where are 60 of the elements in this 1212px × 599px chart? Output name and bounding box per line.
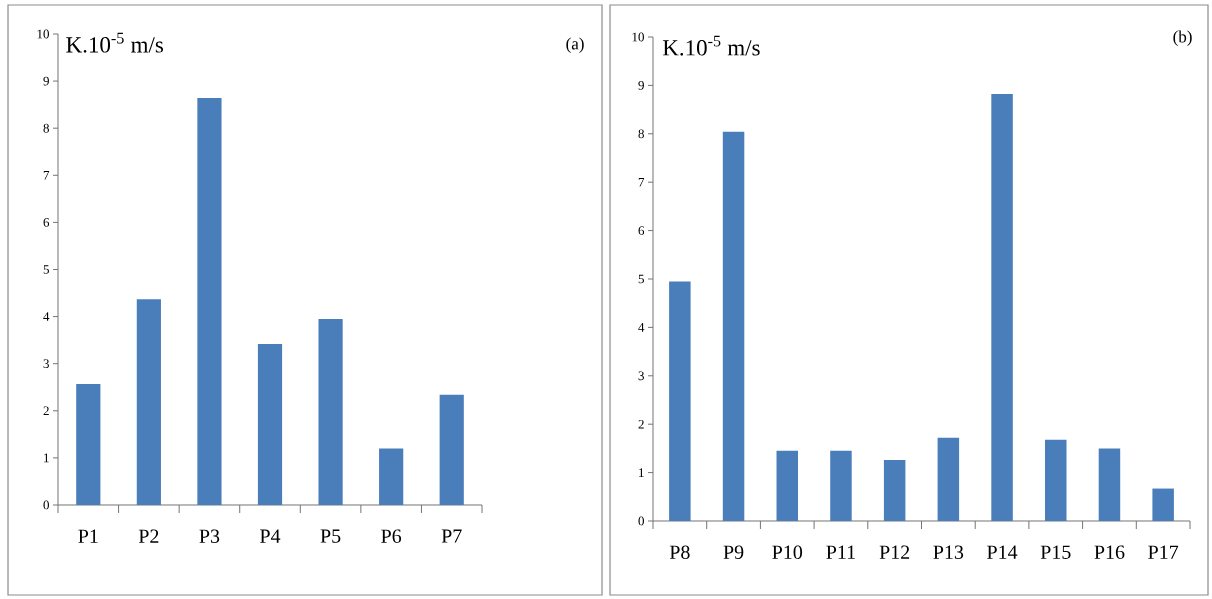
x-tick-label: P5 [320, 529, 341, 543]
y-tick-label: 0 [43, 500, 49, 510]
bar [439, 394, 464, 505]
bar [1045, 439, 1067, 521]
x-tick-label: P13 [933, 545, 964, 559]
x-tick-label: P15 [1040, 545, 1071, 559]
y-tick-label: 4 [638, 323, 645, 332]
y-tick-label: 4 [43, 312, 50, 321]
y-tick-label: 7 [43, 171, 50, 180]
y-tick-label: 3 [43, 359, 49, 369]
x-tick-label: P6 [381, 529, 402, 543]
y-axis-title: K.10$^{-5}$ m/s [662, 35, 760, 56]
y-tick-label: 3 [638, 371, 644, 381]
y-axis-title: K.10$^{-5}$ m/s [66, 32, 163, 53]
y-tick-label: 2 [638, 419, 644, 429]
x-tick-label: P14 [987, 545, 1018, 559]
y-tick-label: 1 [639, 468, 644, 477]
bar [197, 98, 222, 505]
y-tick-label: 10 [37, 29, 49, 39]
x-tick-label: P12 [879, 545, 910, 559]
x-tick-label: P2 [138, 529, 159, 543]
bar [776, 450, 799, 521]
x-tick-label: P1 [78, 529, 98, 543]
bar [379, 448, 404, 505]
y-tick-label: 1 [44, 453, 49, 463]
y-tick-label: 6 [43, 218, 50, 227]
x-tick-label: P8 [669, 545, 690, 560]
bar [76, 383, 101, 505]
bar [883, 460, 906, 521]
bar [830, 450, 852, 521]
y-tick-label: 8 [43, 123, 49, 133]
bar [318, 318, 343, 505]
x-tick-label: P9 [723, 545, 744, 559]
x-tick-label: P16 [1094, 545, 1125, 559]
y-tick-label: 5 [43, 265, 49, 274]
x-tick-label: P4 [260, 529, 281, 543]
y-tick-label: 9 [43, 76, 49, 86]
bar [1098, 448, 1121, 521]
x-tick-label: P11 [826, 545, 855, 559]
x-tick-label: P10 [772, 545, 803, 560]
text: (a) [566, 37, 584, 53]
y-tick-label: 5 [638, 274, 644, 284]
y-tick-label: 9 [638, 81, 644, 90]
x-tick-label: P17 [1148, 545, 1179, 559]
annotation: (b) [1173, 30, 1192, 46]
bar [1152, 488, 1174, 521]
bar [991, 94, 1013, 521]
y-tick-label: 7 [638, 177, 645, 187]
y-tick-label: 8 [638, 129, 644, 139]
bar [136, 299, 161, 505]
bar [937, 437, 960, 521]
y-tick-label: 6 [638, 226, 645, 235]
y-tick-label: 2 [43, 406, 49, 416]
bar [669, 281, 691, 521]
x-tick-label: P3 [199, 529, 220, 543]
bar [722, 131, 745, 521]
bar [257, 343, 283, 505]
y-tick-label: 10 [632, 32, 644, 42]
y-tick-label: 0 [638, 516, 644, 526]
x-tick-label: P7 [441, 529, 462, 543]
